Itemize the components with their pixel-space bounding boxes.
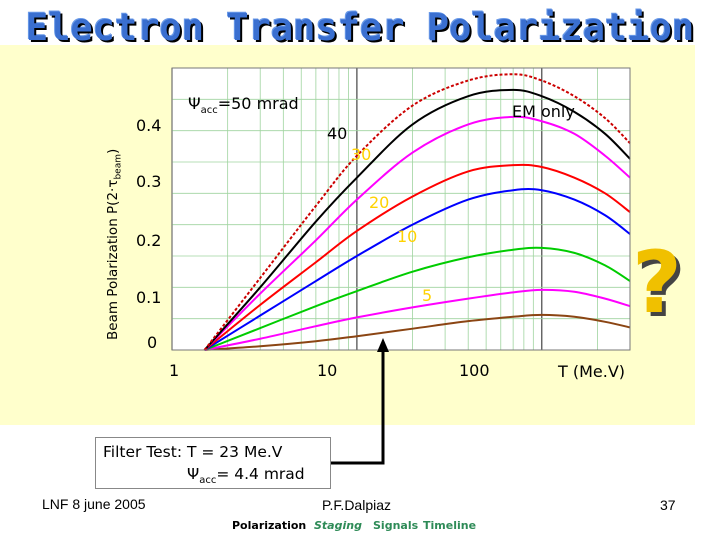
curve-label-10: 10	[397, 227, 418, 246]
plot-frame	[171, 67, 631, 351]
pointer-arrow-head	[377, 338, 389, 352]
series-line-20	[204, 246, 631, 351]
series-line-em-only	[203, 73, 631, 351]
nav-timeline-link[interactable]: Timeline	[423, 519, 477, 532]
question-mark: ?	[632, 233, 682, 333]
footer-author: P.F.Dalpiaz	[322, 497, 392, 513]
y-tick-0.4: 0.4	[136, 116, 162, 135]
pointer-arrow	[330, 345, 385, 465]
series-line-5	[204, 313, 631, 351]
curve-label-30: 30	[351, 145, 372, 164]
x-tick-100: 100	[459, 361, 490, 380]
em-only-label: EM only	[512, 102, 575, 121]
footer-date: LNF 8 june 2005	[42, 496, 146, 512]
x-tick-10: 10	[317, 361, 338, 380]
psi-50-label: Ψacc=50 mrad	[188, 94, 299, 117]
x-axis-label: T (Me.V)	[558, 362, 626, 381]
slide-title: Electron Transfer Polarization	[25, 6, 695, 49]
series-line-40	[203, 163, 631, 351]
curve-label-5: 5	[422, 286, 433, 305]
series-line-50	[203, 115, 631, 351]
x-tick-1: 1	[169, 361, 180, 380]
curve-label-40: 40	[327, 124, 348, 143]
nav-staging-link[interactable]: Staging	[314, 519, 362, 532]
series-line-10	[204, 288, 631, 351]
filter-test-box: Filter Test: T = 23 Me.V Ψacc= 4.4 mrad	[95, 437, 331, 489]
series-line-curve-6	[203, 88, 631, 351]
chart-curves	[203, 73, 631, 351]
curve-label-20: 20	[369, 193, 390, 212]
y-tick-0: 0	[147, 333, 158, 352]
footer-page-number: 37	[660, 497, 676, 513]
y-tick-0.1: 0.1	[136, 288, 162, 307]
y-tick-0.3: 0.3	[136, 172, 162, 191]
series-line-30	[204, 188, 631, 351]
nav-signals-link[interactable]: Signals	[373, 519, 419, 532]
y-tick-0.2: 0.2	[136, 231, 162, 250]
filter-line-2: Ψacc= 4.4 mrad	[187, 465, 305, 487]
filter-line-1: Filter Test: T = 23 Me.V	[103, 443, 283, 461]
nav-polarization-link[interactable]: Polarization	[232, 519, 307, 532]
